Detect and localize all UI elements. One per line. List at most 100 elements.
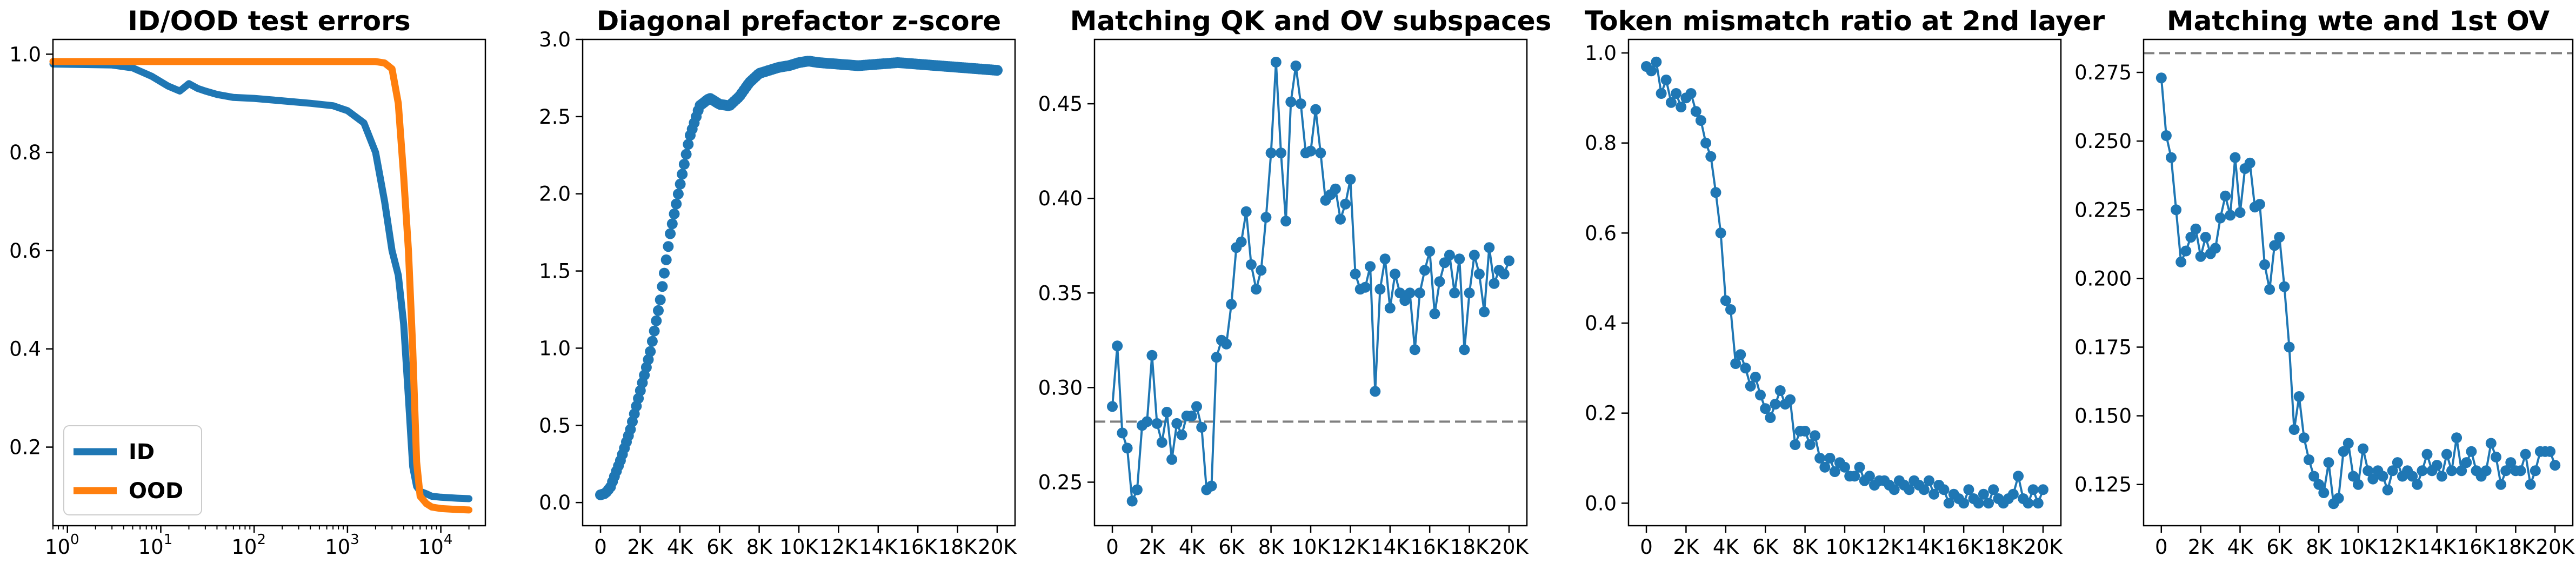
data-point — [2220, 190, 2231, 202]
x-tick-label: 2K — [1139, 535, 1166, 559]
data-point — [1142, 416, 1153, 427]
x-tick-label: 18K — [2497, 535, 2536, 559]
data-point — [2377, 471, 2388, 482]
data-point — [2225, 210, 2236, 221]
x-tick-label: 6K — [1218, 535, 1245, 559]
data-point — [2298, 432, 2310, 444]
data-point — [1191, 401, 1202, 412]
data-point — [1983, 498, 1994, 509]
data-point — [1251, 284, 1262, 295]
data-point — [2505, 457, 2517, 468]
data-point — [1171, 418, 1183, 429]
data-point — [1504, 255, 1514, 266]
data-point — [2171, 204, 2182, 216]
data-point — [655, 294, 666, 305]
data-point — [1330, 183, 1341, 195]
y-tick-label: 0.225 — [2074, 198, 2132, 222]
data-point — [1464, 287, 1475, 299]
y-tick-label: 1.5 — [539, 260, 571, 283]
x-tick-label: 0 — [594, 535, 607, 559]
data-point — [1221, 338, 1232, 350]
data-point — [1245, 259, 1257, 270]
data-point — [2269, 240, 2280, 251]
chart-title: Diagonal prefactor z-score — [597, 5, 1001, 37]
data-point — [1810, 430, 1820, 441]
data-point — [1206, 480, 1217, 492]
data-point — [1730, 358, 1741, 369]
y-tick-label: 0.8 — [1585, 132, 1617, 155]
data-point — [1469, 250, 1480, 261]
data-point — [992, 65, 1003, 76]
data-point — [2333, 493, 2344, 504]
data-point — [1295, 98, 1306, 110]
data-point — [680, 149, 692, 160]
y-tick-label: 0.4 — [1585, 312, 1617, 335]
chart-panel-3: Matching QK and OV subspaces 0 2K 4K 6K 8K 10K… — [1038, 5, 1552, 559]
data-point — [2412, 479, 2423, 490]
data-point — [675, 178, 686, 190]
data-point — [2007, 488, 2019, 500]
y-tick-label: 1.0 — [539, 337, 571, 360]
data-point — [1988, 484, 1999, 495]
data-point — [1365, 261, 1376, 272]
data-point — [1720, 295, 1731, 306]
data-point — [1156, 437, 1167, 448]
data-point — [1126, 495, 1138, 507]
data-point — [2210, 243, 2221, 254]
x-tick-label: 20K — [2024, 535, 2063, 559]
y-tick-label: 0.175 — [2074, 336, 2132, 359]
data-point — [1473, 269, 1485, 280]
data-point — [1928, 488, 1940, 500]
data-point — [1276, 147, 1286, 159]
data-point — [1151, 418, 1163, 429]
data-point — [1196, 421, 1207, 433]
data-point — [1938, 484, 1950, 495]
data-point — [1265, 147, 1277, 159]
data-point — [1236, 236, 1247, 247]
x-tick-label: 10K — [1825, 535, 1865, 559]
x-tick-label: 14K — [1371, 535, 1410, 559]
data-point — [2308, 471, 2320, 482]
data-point — [666, 218, 678, 230]
data-point — [1429, 308, 1440, 319]
data-point — [645, 346, 656, 357]
data-point — [2166, 152, 2177, 163]
y-tick-label: 0.275 — [2074, 61, 2132, 84]
data-point — [2259, 259, 2270, 270]
data-point — [2392, 457, 2403, 468]
y-tick-label: 2.5 — [539, 105, 571, 129]
data-point — [2500, 465, 2512, 477]
series-1 — [1107, 57, 1514, 507]
data-point — [1107, 401, 1118, 412]
x-tick-label: 12K — [2378, 535, 2418, 559]
data-point — [2023, 498, 2034, 509]
data-point — [665, 228, 676, 239]
y-tick-label: 0.45 — [1038, 92, 1083, 116]
data-point — [1414, 287, 1425, 299]
x-tick-label: 4K — [1179, 535, 1206, 559]
data-point — [1112, 340, 1123, 352]
y-tick-label: 1.0 — [9, 43, 41, 66]
data-point — [1434, 276, 1445, 287]
data-point — [2175, 256, 2187, 267]
data-point — [1745, 380, 1756, 392]
data-point — [1854, 461, 1865, 473]
legend: ID OOD — [63, 425, 202, 515]
data-point — [1117, 427, 1128, 439]
data-point — [2180, 245, 2192, 257]
x-tick-label: 0 — [1640, 535, 1653, 559]
data-point — [2338, 446, 2349, 457]
data-point — [2491, 451, 2501, 462]
data-point — [1211, 352, 1222, 363]
data-point — [1690, 106, 1701, 117]
data-point — [2485, 438, 2497, 449]
data-point — [1390, 269, 1400, 280]
y-tick-label: 0.8 — [9, 141, 41, 164]
data-point — [1449, 287, 1460, 299]
chart-title: Token mismatch ratio at 2nd layer — [1585, 5, 2105, 37]
data-point — [2244, 157, 2255, 169]
data-point — [678, 159, 690, 170]
x-tick-label: 14K — [1905, 535, 1944, 559]
